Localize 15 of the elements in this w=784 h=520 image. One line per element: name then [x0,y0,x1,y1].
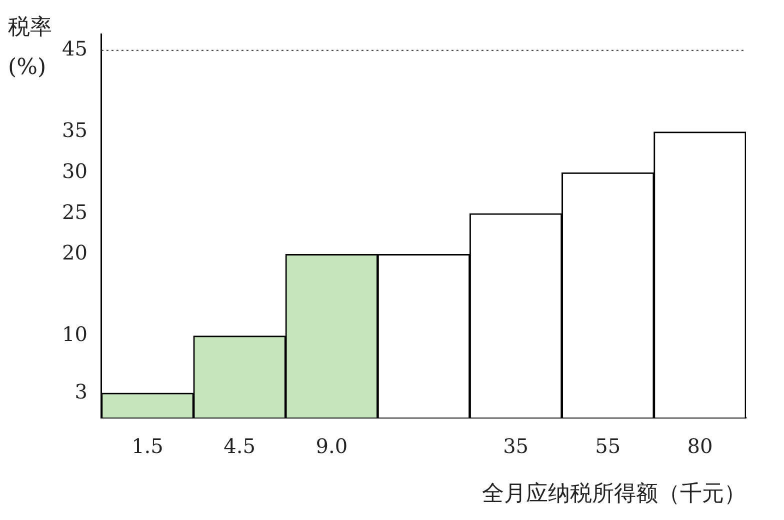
y-tick-label: 3 [74,379,88,404]
y-tick-label: 30 [62,158,88,183]
x-tick-label: 80 [687,434,713,458]
y-axis-title: 税率 (%) [8,14,52,82]
x-axis-title: 全月应纳税所得额（千元） [482,482,746,507]
y-tick-label: 35 [62,118,88,142]
x-tick-label: 35 [503,434,529,458]
x-tick-label: 55 [595,434,621,458]
y-tick-label: 10 [62,322,88,346]
x-tick-label: 9.0 [316,434,348,458]
x-tick-label: 4.5 [224,434,256,458]
x-tick-label: 1.5 [132,434,164,458]
y-tick-label: 25 [62,200,88,224]
y-tick-label: 45 [62,36,88,61]
y-tick-label: 20 [62,240,88,265]
